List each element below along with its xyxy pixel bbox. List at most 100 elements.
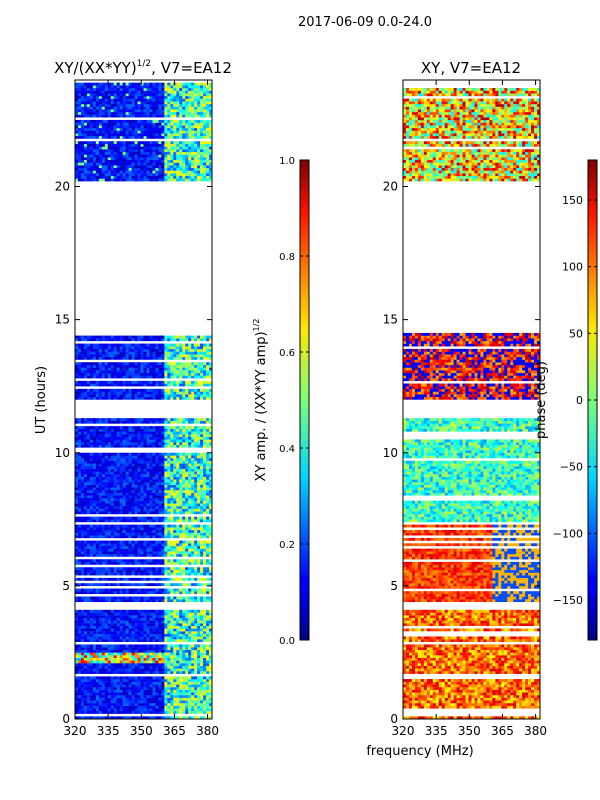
left-heatmap-cell xyxy=(197,487,201,491)
left-heatmap-cell xyxy=(125,463,129,467)
left-heatmap-cell xyxy=(182,490,186,493)
left-heatmap-cell xyxy=(191,652,195,656)
left-heatmap-cell xyxy=(89,660,94,664)
left-heatmap-cell xyxy=(209,455,212,459)
left-heatmap-cell xyxy=(191,708,195,712)
left-heatmap-cell xyxy=(146,652,150,656)
left-heatmap-cell xyxy=(86,609,91,613)
left-heatmap-cell xyxy=(203,434,207,437)
left-heatmap-cell xyxy=(95,639,100,642)
left-heatmap-cell xyxy=(116,545,120,549)
left-heatmap-cell xyxy=(158,484,162,488)
left-heatmap-cell xyxy=(89,612,94,616)
left-heatmap-cell xyxy=(107,383,112,387)
left-heatmap-cell xyxy=(170,452,174,456)
left-heatmap-cell xyxy=(185,506,189,509)
left-heatmap-cell xyxy=(209,692,212,696)
left-heatmap-cell xyxy=(209,383,212,387)
left-heatmap-cell xyxy=(128,695,132,698)
left-heatmap-cell xyxy=(143,583,147,587)
left-heatmap-cell xyxy=(101,617,106,621)
left-heatmap-cell xyxy=(128,591,132,595)
left-heatmap-cell xyxy=(167,617,171,621)
left-heatmap-cell xyxy=(134,588,138,592)
left-heatmap-cell xyxy=(167,383,171,387)
left-heatmap-cell xyxy=(125,479,129,483)
left-heatmap-cell xyxy=(137,559,141,563)
left-heatmap-cell xyxy=(173,684,177,688)
left-heatmap-cell xyxy=(200,620,204,624)
left-heatmap-cell xyxy=(104,391,109,395)
left-heatmap-cell xyxy=(134,394,138,398)
left-heatmap-cell xyxy=(200,524,204,528)
left-heatmap-cell xyxy=(95,519,100,523)
left-heatmap-cell xyxy=(107,391,112,395)
left-heatmap-cell xyxy=(101,356,106,360)
left-heatmap-cell xyxy=(119,679,123,682)
left-heatmap-cell xyxy=(137,420,141,424)
left-heatmap-cell xyxy=(113,394,117,398)
left-heatmap-cell xyxy=(110,370,115,374)
left-heatmap-cell xyxy=(197,463,201,467)
left-heatmap-cell xyxy=(191,548,195,552)
left-heatmap-cell xyxy=(161,466,165,469)
left-heatmap-cell xyxy=(137,428,141,432)
left-heatmap-cell xyxy=(179,468,183,472)
figure-title: 2017-06-09 0.0-24.0 xyxy=(298,15,432,30)
left-heatmap-cell xyxy=(86,631,91,634)
left-heatmap-cell xyxy=(146,649,150,653)
left-heatmap-cell xyxy=(83,391,88,395)
left-heatmap-cell xyxy=(143,703,147,706)
left-heatmap-cell xyxy=(173,620,177,624)
left-heatmap-cell xyxy=(203,458,207,461)
left-heatmap-cell xyxy=(206,561,210,565)
left-heatmap-cell xyxy=(170,529,174,533)
left-heatmap-cell xyxy=(206,703,210,706)
left-heatmap-cell xyxy=(95,679,100,682)
left-heatmap-cell xyxy=(161,695,165,698)
left-heatmap-cell xyxy=(182,367,186,371)
left-heatmap-cell xyxy=(80,388,85,392)
left-heatmap-cell xyxy=(134,671,138,674)
left-heatmap-cell xyxy=(113,583,117,587)
left-heatmap-cell xyxy=(92,490,97,493)
left-heatmap-cell xyxy=(140,463,144,467)
left-heatmap-cell xyxy=(191,503,195,507)
left-heatmap-cell xyxy=(110,444,115,448)
left-heatmap-cell xyxy=(119,372,123,376)
left-heatmap-cell xyxy=(203,548,207,552)
left-heatmap-cell xyxy=(167,463,171,467)
left-heatmap-cell xyxy=(167,506,171,509)
left-heatmap-cell xyxy=(107,617,112,621)
left-heatmap-cell xyxy=(92,615,97,619)
left-heatmap-cell xyxy=(128,679,132,682)
left-heatmap-cell xyxy=(104,394,109,398)
left-heatmap-cell xyxy=(140,577,144,581)
left-heatmap-cell xyxy=(158,458,162,461)
left-heatmap-cell xyxy=(104,652,109,656)
left-heatmap-cell xyxy=(182,615,186,619)
left-heatmap-cell xyxy=(101,418,106,421)
left-heatmap-cell xyxy=(92,375,97,379)
left-heatmap-cell xyxy=(95,663,100,666)
left-heatmap-cell xyxy=(80,372,85,376)
left-heatmap-cell xyxy=(95,612,100,616)
left-heatmap-cell xyxy=(131,487,135,491)
left-heatmap-cell xyxy=(125,455,129,459)
left-heatmap-cell xyxy=(134,551,138,555)
left-heatmap-cell xyxy=(86,364,91,368)
left-heatmap-cell xyxy=(161,460,165,464)
left-heatmap-cell xyxy=(119,479,123,483)
left-heatmap-cell xyxy=(75,418,79,421)
left-heatmap-cell xyxy=(75,636,79,640)
left-heatmap-cell xyxy=(140,362,144,366)
left-heatmap-cell xyxy=(197,364,201,368)
left-heatmap-cell xyxy=(128,420,132,424)
left-heatmap-cell xyxy=(167,439,171,443)
left-heatmap-cell xyxy=(119,540,123,544)
left-heatmap-cell xyxy=(101,684,106,688)
left-heatmap-cell xyxy=(107,490,112,493)
left-heatmap-cell xyxy=(77,420,82,424)
left-heatmap-cell xyxy=(128,652,132,656)
left-heatmap-cell xyxy=(203,716,207,719)
